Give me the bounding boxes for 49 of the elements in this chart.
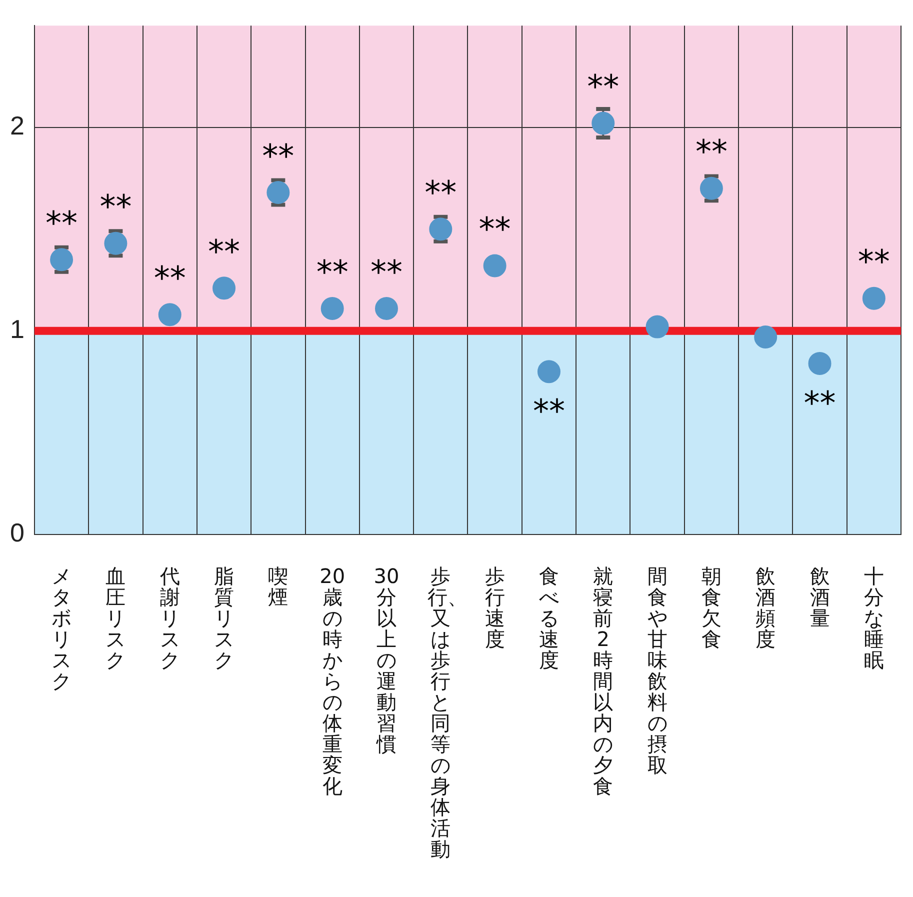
annotation: ** xyxy=(804,384,836,422)
annotation: ** xyxy=(370,252,402,291)
x-tick-label: 飲酒量 xyxy=(808,564,831,630)
x-tick-label: 十分な睡眠 xyxy=(862,564,885,672)
x-tick-label: 血圧リスク xyxy=(104,564,127,672)
point xyxy=(158,303,182,326)
x-tick-label: メタボリスク xyxy=(50,564,73,693)
x-tick-label: 脂質リスク xyxy=(213,564,235,672)
point xyxy=(266,180,290,204)
annotation: ** xyxy=(424,173,457,212)
point xyxy=(320,296,344,320)
point xyxy=(646,315,669,338)
annotation: ** xyxy=(100,188,132,226)
point xyxy=(537,360,560,384)
annotation: ** xyxy=(262,136,294,175)
x-tick-label: 食べる速度 xyxy=(538,564,560,672)
x-tick-label: 喫煙 xyxy=(267,564,290,609)
point xyxy=(483,254,506,278)
y-tick-label: 2 xyxy=(10,110,24,141)
point xyxy=(429,218,452,241)
x-tick-label: 朝食欠食 xyxy=(700,564,722,651)
x-tick-label: 代謝リスク xyxy=(158,564,181,672)
category-label: 就寝前2時間以内の夕食 xyxy=(593,564,614,798)
annotation: ** xyxy=(695,132,728,171)
point xyxy=(374,296,398,320)
point xyxy=(754,325,778,348)
annotation: ** xyxy=(858,242,890,281)
point xyxy=(862,286,886,310)
y-tick-label: 0 xyxy=(10,518,24,548)
point xyxy=(50,248,74,272)
annotation: ** xyxy=(316,252,348,291)
point xyxy=(700,176,723,200)
category-label: 歩行、又は歩行と同等の身体活動 xyxy=(428,564,468,861)
category-label: 30分以上の運動習慣 xyxy=(374,564,400,756)
annotation: ** xyxy=(587,68,620,106)
point xyxy=(808,352,832,375)
point xyxy=(592,112,615,135)
point xyxy=(104,232,128,255)
x-tick-label: 歩行速度 xyxy=(484,564,506,651)
annotation: ** xyxy=(46,204,78,242)
category-label: 間食や甘味飲料の摂取 xyxy=(647,564,668,777)
point xyxy=(212,276,236,300)
annotation: ** xyxy=(532,392,565,430)
x-tick-label: 飲酒頻度 xyxy=(754,564,777,651)
category-label: 20歳の時からの体重変化 xyxy=(320,564,346,798)
annotation: ** xyxy=(478,210,511,248)
annotation: ** xyxy=(208,232,240,270)
y-tick-label: 1 xyxy=(10,314,24,344)
annotation: ** xyxy=(154,258,186,297)
